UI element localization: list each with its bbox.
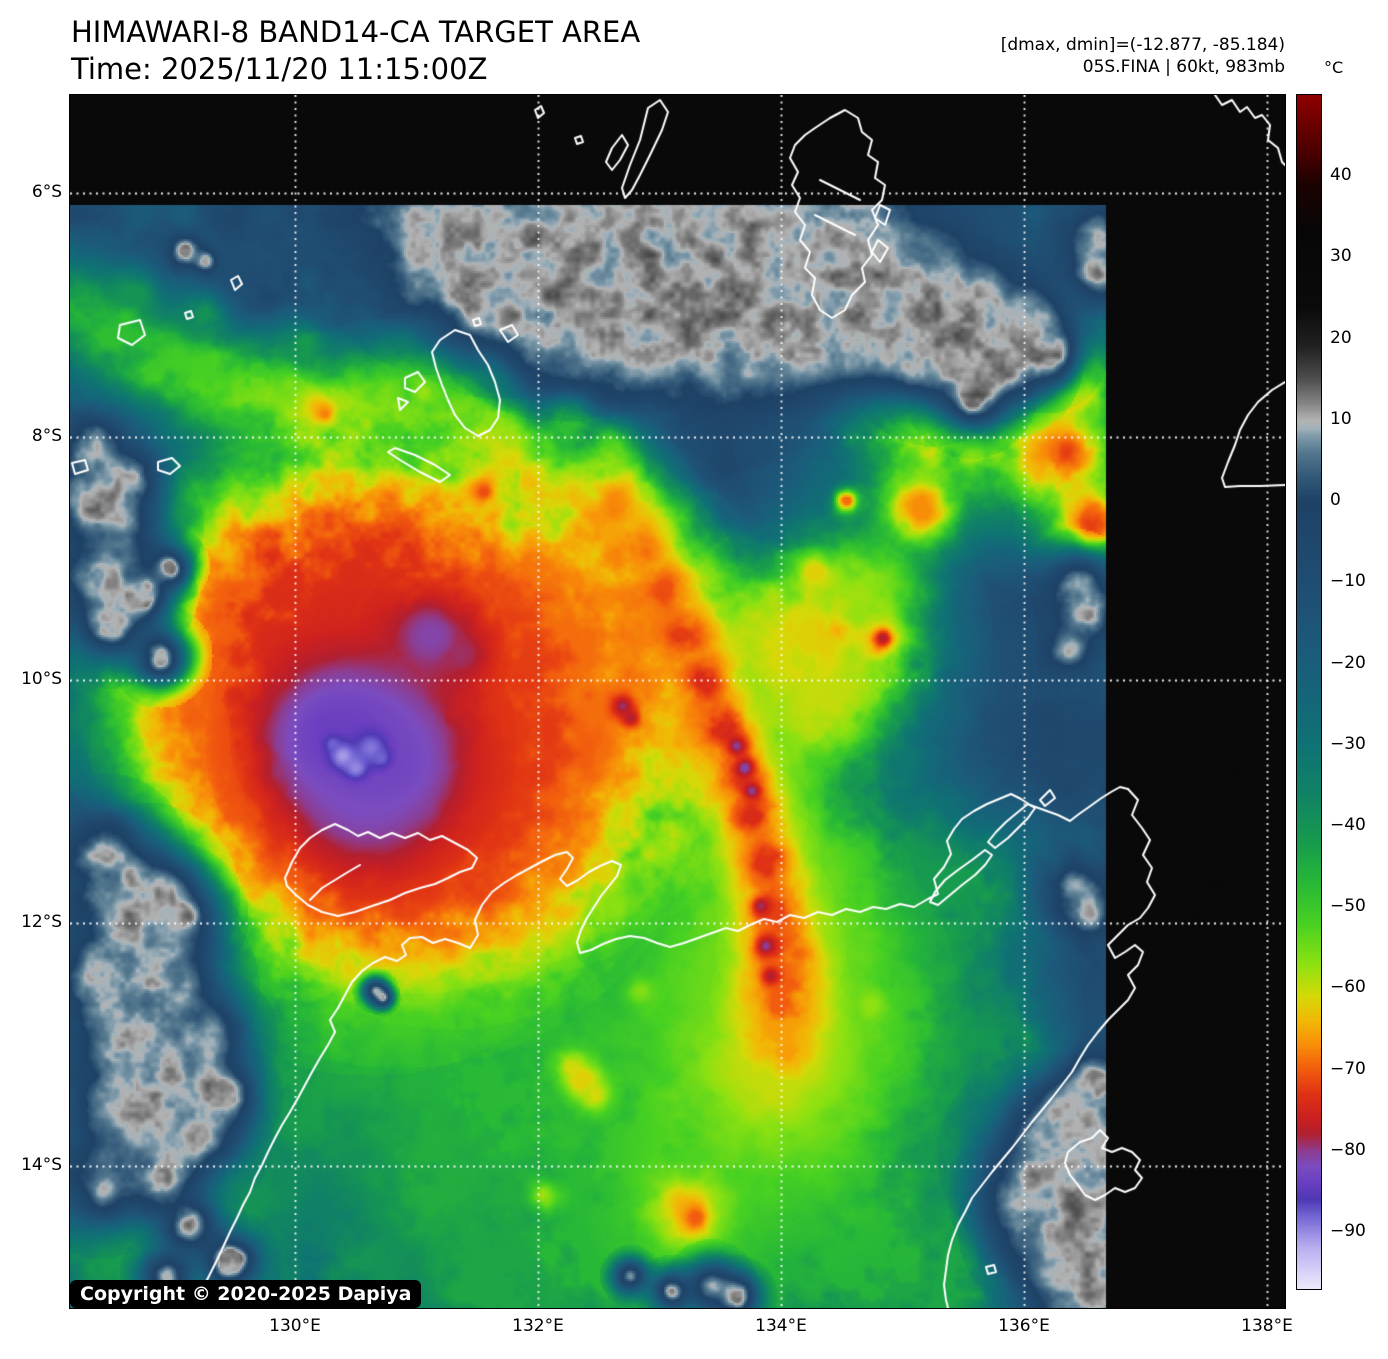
lon-tick-label: 136°E [998,1316,1050,1336]
lon-tick-label: 132°E [512,1316,564,1336]
lat-tick-label: 6°S [31,182,62,202]
lon-tick-label: 130°E [269,1316,321,1336]
colorbar-tick-label: −30 [1330,733,1366,754]
plot-title: HIMAWARI-8 BAND14-CA TARGET AREA [71,15,641,49]
dmax-dmin-annotation: [dmax, dmin]=(-12.877, -85.184) [1000,35,1285,55]
colorbar-tick-label: −60 [1330,977,1366,998]
colorbar-tick-label: 30 [1330,246,1352,267]
colorbar-tick-label: −20 [1330,652,1366,673]
colorbar [1296,94,1322,1290]
colorbar-tick-label: 0 [1330,490,1341,511]
copyright-badge: Copyright © 2020-2025 Dapiya [70,1280,422,1308]
colorbar-tick-label: 20 [1330,327,1352,348]
colorbar-tick-label: −50 [1330,896,1366,917]
colorbar-tick-label: −10 [1330,571,1366,592]
colorbar-tick-label: 40 [1330,165,1352,186]
colorbar-tick-label: −40 [1330,815,1366,836]
lat-tick-label: 14°S [21,1155,62,1175]
lat-tick-label: 10°S [21,669,62,689]
colorbar-tick-label: −90 [1330,1221,1366,1242]
storm-info-annotation: 05S.FINA | 60kt, 983mb [1082,57,1285,77]
lon-tick-label: 138°E [1241,1316,1293,1336]
plot-annotations: [dmax, dmin]=(-12.877, -85.184) 05S.FINA… [1001,34,1285,78]
colorbar-tick-label: 10 [1330,408,1352,429]
satellite-canvas [69,94,1286,1309]
colorbar-unit-label: °C [1324,58,1344,77]
plot-title-block: HIMAWARI-8 BAND14-CA TARGET AREA Time: 20… [71,14,640,88]
lon-tick-label: 134°E [755,1316,807,1336]
lat-tick-label: 8°S [31,426,62,446]
colorbar-tick-label: −80 [1330,1139,1366,1160]
lat-tick-label: 12°S [21,912,62,932]
colorbar-tick-label: −70 [1330,1058,1366,1079]
plot-time: Time: 2025/11/20 11:15:00Z [71,52,488,86]
